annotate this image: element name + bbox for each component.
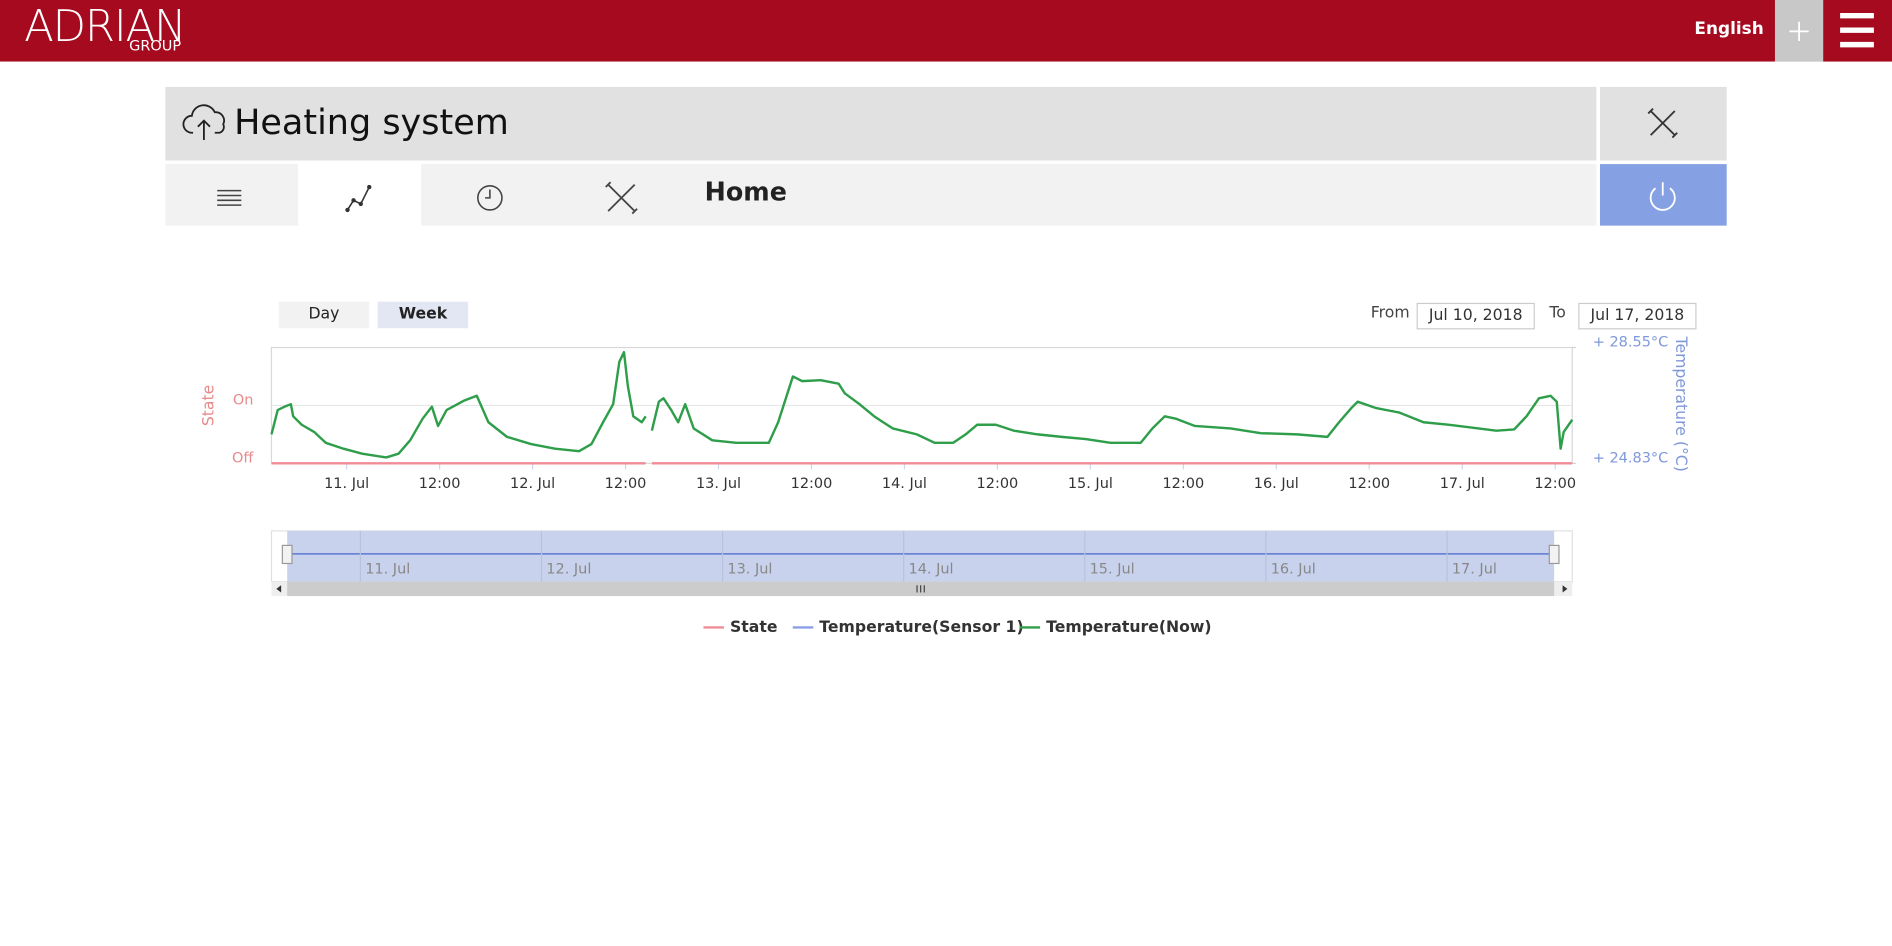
list-tab[interactable]: [165, 164, 297, 226]
y2-axis-title: Temperature (°C): [1672, 336, 1691, 472]
week-button[interactable]: Week: [377, 301, 469, 329]
power-icon: [1649, 182, 1676, 211]
logo-sub: GROUP: [129, 37, 182, 55]
y2-tick-label: + 24.83°C: [1593, 451, 1668, 467]
x-tick-label: 17. Jul: [1440, 476, 1485, 492]
x-tick-label: 14. Jul: [882, 476, 927, 492]
x-tick-label: 12:00: [1534, 476, 1576, 492]
x-tick-label: 13. Jul: [696, 476, 741, 492]
legend-item[interactable]: Temperature(Now): [1019, 617, 1212, 636]
x-tick-label: 12:00: [1162, 476, 1204, 492]
x-tick-label: 15. Jul: [1068, 476, 1113, 492]
chart-icon: [345, 184, 372, 213]
x-tick-label: 12:00: [977, 476, 1019, 492]
list-icon: [217, 189, 242, 206]
clock-icon: [477, 185, 503, 211]
to-label: To: [1549, 304, 1566, 323]
scroll-left[interactable]: [276, 585, 282, 593]
legend-item[interactable]: Temperature(Sensor 1): [792, 617, 1024, 636]
x-tick-label: 12:00: [791, 476, 833, 492]
navigator-tick-label: 17. Jul: [1452, 562, 1497, 578]
chart-tab[interactable]: [298, 164, 422, 226]
tools-icon: [605, 181, 638, 215]
navigator-handle-left[interactable]: [281, 544, 293, 565]
tools-tab[interactable]: [556, 164, 685, 226]
legend-item[interactable]: State: [703, 617, 777, 636]
y-tick-label: On: [233, 393, 254, 409]
x-tick-label: 12:00: [605, 476, 647, 492]
series-line: [270, 350, 1574, 459]
device-title: Heating system: [234, 101, 509, 143]
hamburger-icon: [1840, 12, 1874, 48]
add-button[interactable]: [1774, 0, 1824, 62]
navigator-tick-label: 16. Jul: [1271, 562, 1316, 578]
navigator-handle-right[interactable]: [1548, 544, 1560, 565]
x-tick-label: 12:00: [419, 476, 461, 492]
language-selector[interactable]: English: [1694, 19, 1764, 39]
plus-icon: [1789, 21, 1809, 42]
cloud-icon: [182, 104, 225, 140]
legend-label: Temperature(Sensor 1): [819, 617, 1023, 636]
logo[interactable]: ADRIAN: [24, 2, 186, 52]
to-date[interactable]: Jul 17, 2018: [1578, 302, 1697, 330]
x-tick-label: 12:00: [1348, 476, 1390, 492]
from-label: From: [1370, 304, 1410, 323]
navigator-mask[interactable]: [287, 530, 1555, 582]
power-button[interactable]: [1599, 164, 1727, 226]
x-tick-label: 16. Jul: [1254, 476, 1299, 492]
navigator-tick-label: 14. Jul: [909, 562, 954, 578]
scroll-right[interactable]: [1562, 585, 1568, 593]
day-button[interactable]: Day: [278, 301, 370, 329]
x-tick-label: 11. Jul: [324, 476, 369, 492]
navigator-tick-label: 15. Jul: [1090, 562, 1135, 578]
settings-button[interactable]: [1599, 86, 1727, 161]
top-bar: [0, 0, 1892, 62]
x-tick-label: 12. Jul: [510, 476, 555, 492]
section-title: Home: [704, 177, 787, 207]
clock-tab[interactable]: [422, 164, 555, 226]
navigator-tick-label: 11. Jul: [365, 562, 410, 578]
from-date[interactable]: Jul 10, 2018: [1416, 302, 1535, 330]
navigator-tick-label: 13. Jul: [727, 562, 772, 578]
legend-label: State: [730, 617, 777, 636]
navigator-tick-label: 12. Jul: [546, 562, 591, 578]
y2-tick-label: + 28.55°C: [1593, 335, 1668, 351]
menu-button[interactable]: [1824, 0, 1892, 62]
y-axis-title: State: [199, 385, 218, 426]
title-panel: [165, 86, 1597, 161]
scrollbar-grip: [916, 585, 925, 593]
y-tick-label: Off: [232, 451, 254, 467]
tools-icon: [1647, 107, 1678, 139]
legend-label: Temperature(Now): [1046, 617, 1211, 636]
